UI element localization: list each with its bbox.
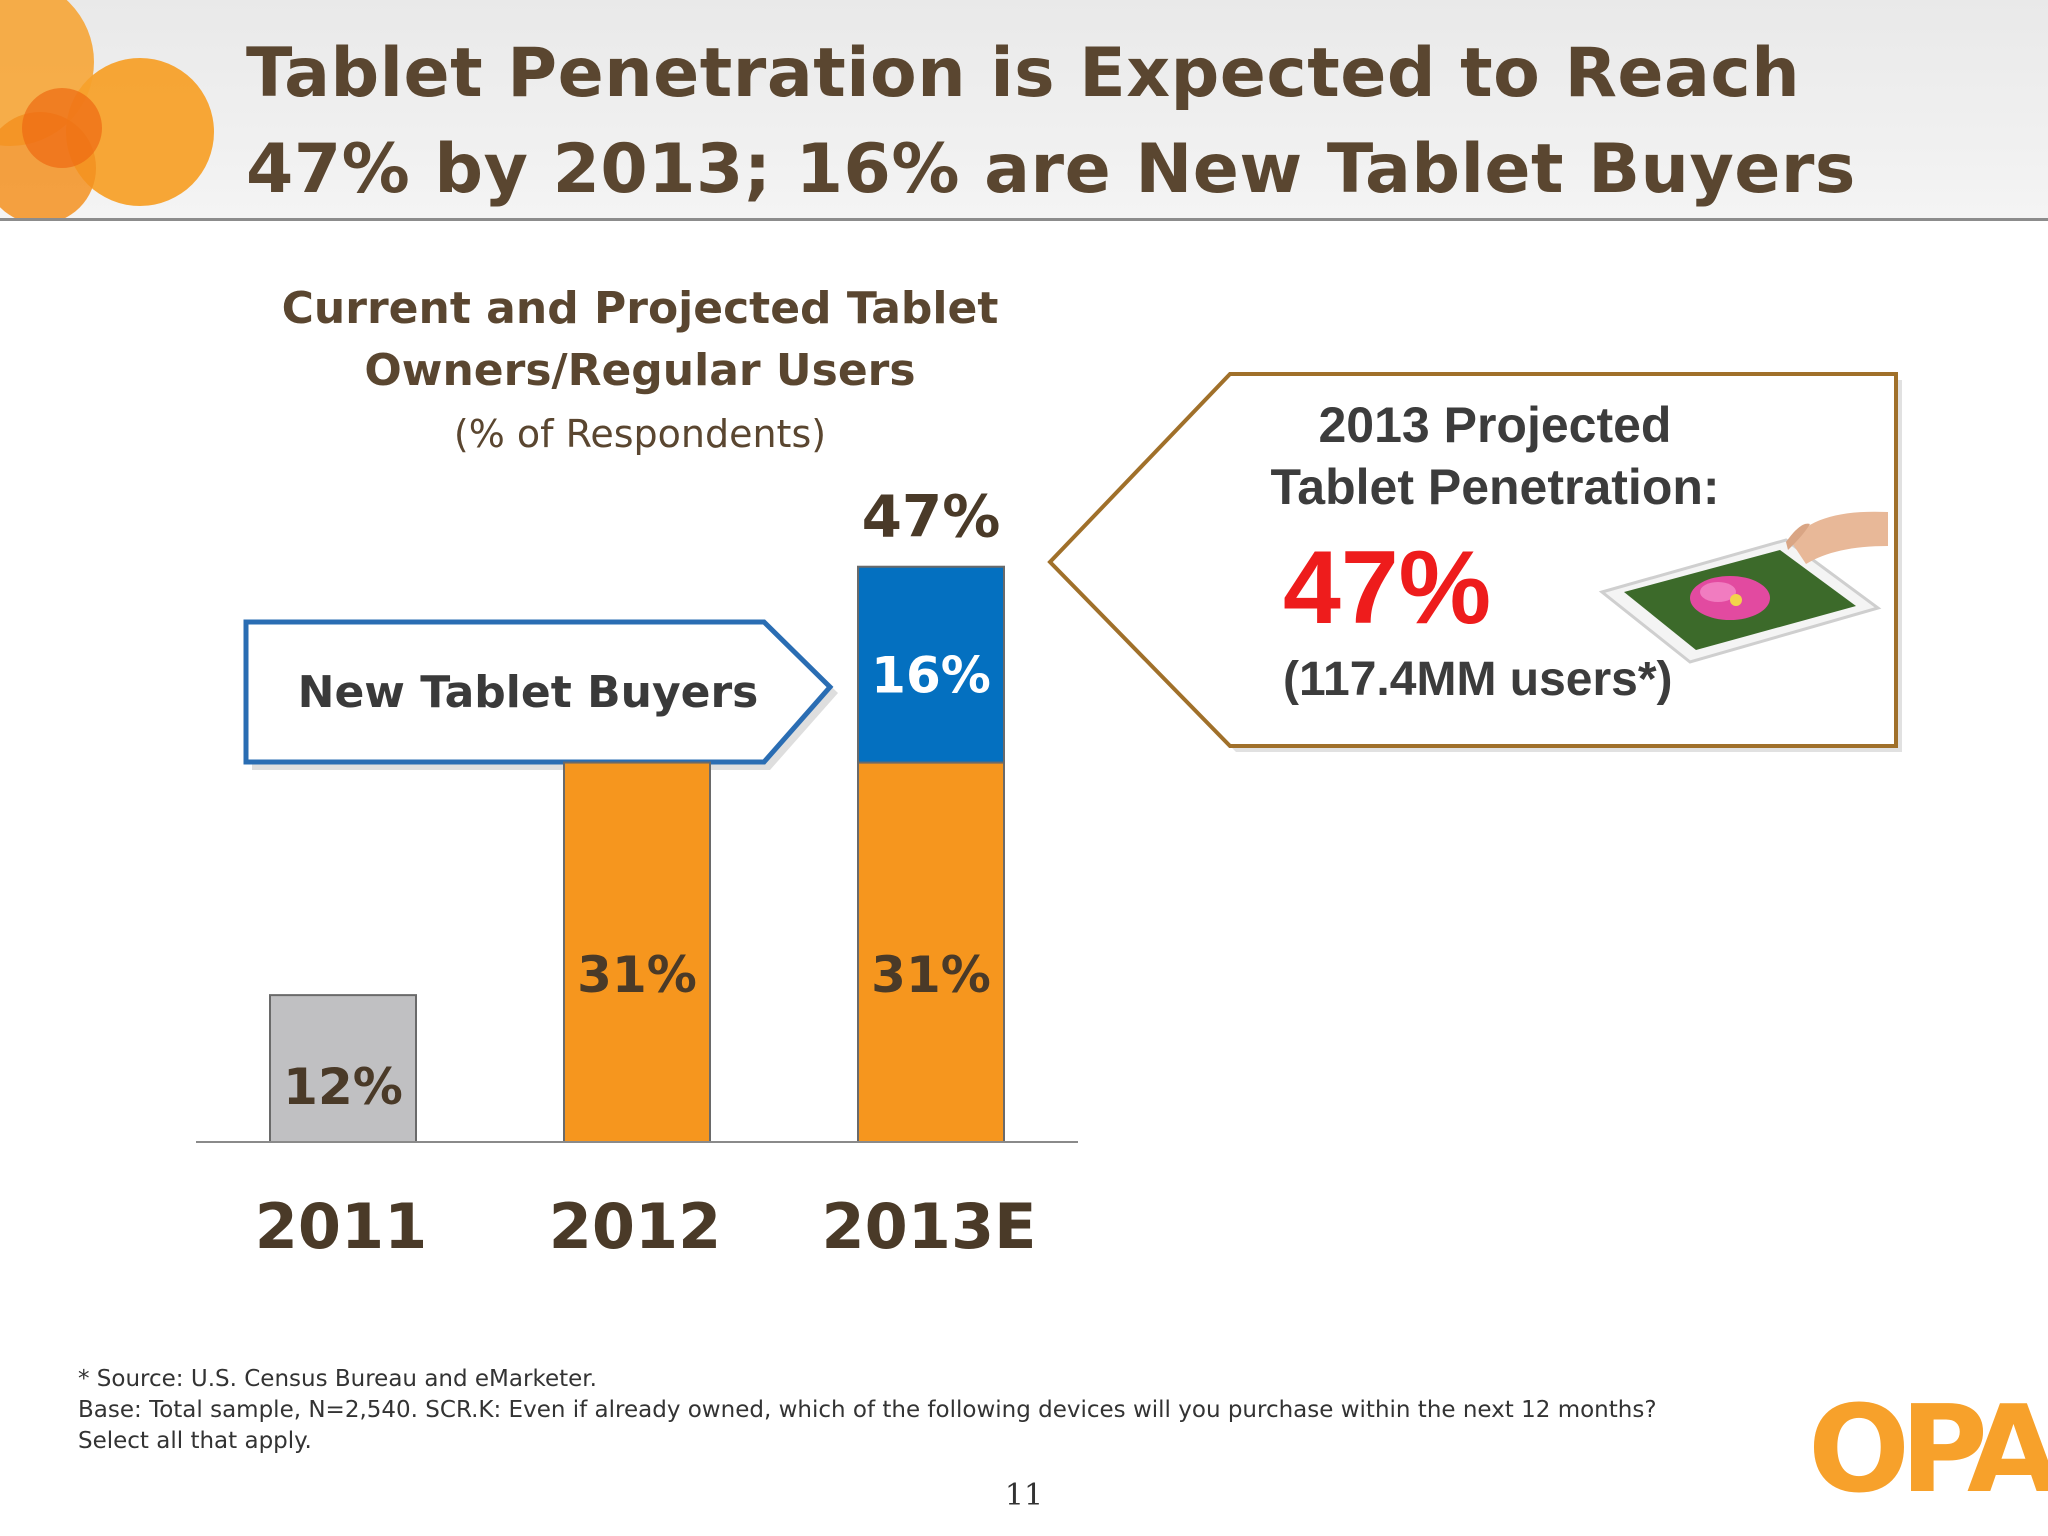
new-buyers-arrow xyxy=(243,619,834,765)
slide-title: Tablet Penetration is Expected to Reach … xyxy=(246,26,2026,218)
tablet-photo-icon xyxy=(1598,511,1888,664)
bar-2013E-series-2 xyxy=(857,565,1005,764)
chart-subtitle: (% of Respondents) xyxy=(453,412,827,456)
bar-2013E-series-1 xyxy=(857,761,1005,1143)
bar-label-2013E-series-1: 31% xyxy=(871,946,991,1004)
slide-title-line-2: 47% by 2013; 16% are New Tablet Buyers xyxy=(246,130,1856,209)
new-buyers-annotation: New Tablet Buyers xyxy=(297,667,759,718)
bars-layer: 12% 2011 31% 2012 31% 16% 47% 2013E xyxy=(255,483,1037,1263)
chart-title: Current and Projected Tablet Owners/Regu… xyxy=(200,278,1080,402)
callout-heading-line-2: Tablet Penetration: xyxy=(1270,459,1720,515)
bar-label-2011-series-1: 12% xyxy=(283,1058,403,1116)
bar-label-2013E-series-2: 16% xyxy=(871,646,991,704)
slide-title-line-1: Tablet Penetration is Expected to Reach xyxy=(246,34,1801,113)
x-tick-label-2011: 2011 xyxy=(255,1190,428,1263)
bar-label-2012-series-1: 31% xyxy=(577,946,697,1004)
x-tick-label-2012: 2012 xyxy=(549,1190,722,1263)
chart-title-line-2: Owners/Regular Users xyxy=(364,345,916,396)
slide-header: Tablet Penetration is Expected to Reach … xyxy=(0,0,2048,221)
decorative-circles-icon xyxy=(0,0,214,218)
callout-users: (117.4MM users*) xyxy=(1283,653,1673,706)
footnote-source: * Source: U.S. Census Bureau and eMarket… xyxy=(78,1366,597,1392)
page-number: 11 xyxy=(1004,1478,1044,1513)
callout-heading-line-1: 2013 Projected xyxy=(1318,397,1672,453)
footnote: * Source: U.S. Census Bureau and eMarket… xyxy=(78,1364,1778,1457)
callout-value: 47% xyxy=(1283,530,1492,646)
opa-logo-icon: OPA xyxy=(1808,1381,2048,1520)
total-label-2013E: 47% xyxy=(862,483,1001,551)
footnote-select: Select all that apply. xyxy=(78,1428,312,1454)
bar-2012-series-1 xyxy=(563,761,711,1143)
chart-title-line-1: Current and Projected Tablet xyxy=(281,283,999,334)
footnote-base: Base: Total sample, N=2,540. SCR.K: Even… xyxy=(78,1397,1657,1423)
callout-heading: 2013 Projected Tablet Penetration: xyxy=(1205,394,1785,518)
x-tick-label-2013E: 2013E xyxy=(822,1190,1037,1263)
